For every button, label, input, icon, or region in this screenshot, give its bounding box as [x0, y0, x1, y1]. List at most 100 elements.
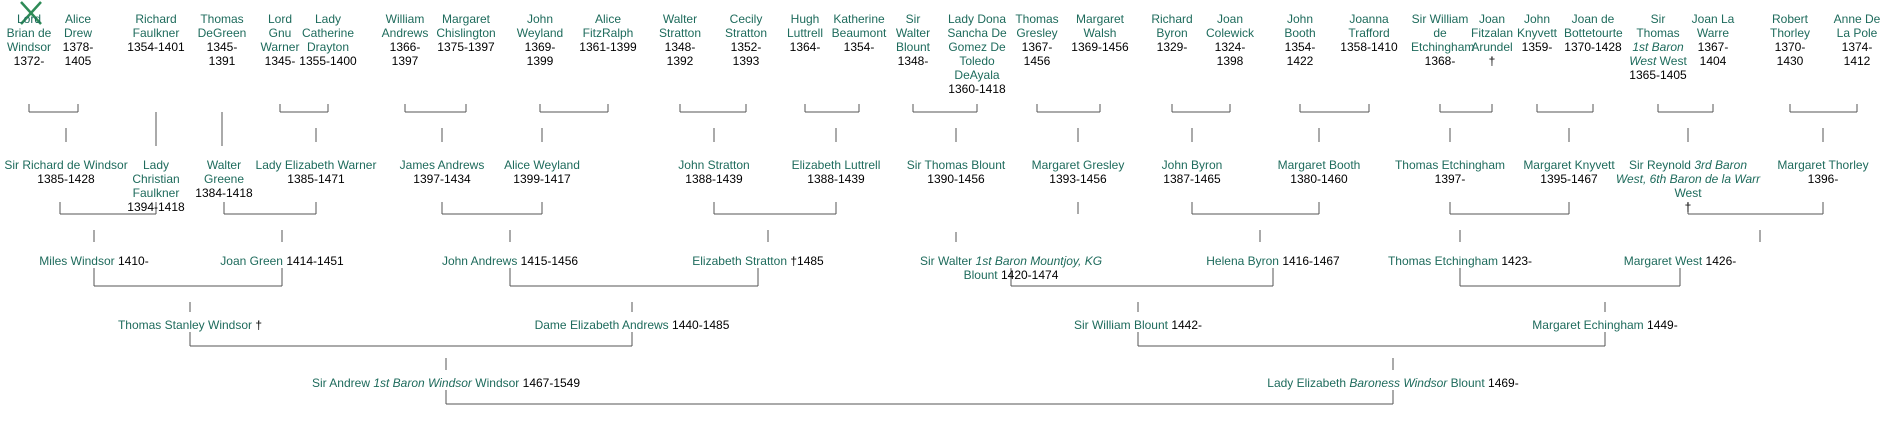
person-surname[interactable]: West — [1674, 186, 1702, 200]
person-name[interactable]: Lady Elizabeth Warner — [255, 158, 377, 172]
person-name[interactable]: Miles Windsor — [39, 254, 115, 268]
person-p19[interactable]: Richard Byron 1329- — [1147, 12, 1197, 54]
person-name[interactable]: Alice Drew — [63, 12, 92, 40]
person-name[interactable]: John Booth — [1284, 12, 1316, 40]
person-name[interactable]: Elizabeth Stratton — [692, 254, 787, 268]
person-name[interactable]: Alice FitzRalph — [582, 12, 634, 40]
person-p16[interactable]: Lady Dona Sancha De Gomez De Toledo DeAy… — [941, 12, 1013, 96]
person-s01[interactable]: Thomas Stanley Windsor † — [80, 318, 300, 332]
person-r04[interactable]: Elizabeth Stratton †1485 — [658, 254, 858, 268]
person-q05[interactable]: James Andrews 1397-1434 — [382, 158, 502, 186]
person-p14[interactable]: Katherine Beaumont 1354- — [830, 12, 888, 54]
person-p22[interactable]: Joanna Trafford 1358-1410 — [1339, 12, 1399, 54]
person-name[interactable]: Katherine Beaumont — [831, 12, 887, 40]
person-q07[interactable]: John Stratton 1388-1439 — [654, 158, 774, 186]
person-s03[interactable]: Sir William Blount 1442- — [1038, 318, 1238, 332]
person-r06[interactable]: Helena Byron 1416-1467 — [1183, 254, 1363, 268]
person-p23[interactable]: Sir William de Etchingham 1368- — [1411, 12, 1474, 68]
person-p09[interactable]: John Weyland 1369-1399 — [512, 12, 568, 68]
person-name[interactable]: Walter Stratton — [658, 12, 702, 40]
person-s02[interactable]: Dame Elizabeth Andrews 1440-1485 — [512, 318, 752, 332]
person-s04[interactable]: Margaret Echingham 1449- — [1495, 318, 1715, 332]
person-name[interactable]: Richard Faulkner — [132, 12, 180, 40]
person-q03[interactable]: Walter Greene 1384-1418 — [194, 158, 254, 200]
person-p01[interactable]: Lord Brian de Windsor 1372- — [4, 12, 54, 68]
person-surname[interactable]: West — [1659, 54, 1687, 68]
person-q15[interactable]: Sir Reynold 3rd Baron West, 6th Baron de… — [1613, 158, 1763, 214]
person-name[interactable]: Margaret Booth — [1277, 158, 1361, 172]
person-name[interactable]: Anne De La Pole — [1833, 12, 1881, 40]
person-name[interactable]: Sir Walter Blount — [895, 12, 931, 54]
person-q02[interactable]: Lady Christian Faulkner 1394-1418 — [122, 158, 190, 214]
person-name[interactable]: Elizabeth Luttrell — [791, 158, 881, 172]
person-name[interactable]: Thomas Etchingham — [1387, 254, 1498, 268]
person-name[interactable]: William Andrews — [381, 12, 429, 40]
person-p20[interactable]: Joan Colewick 1324-1398 — [1202, 12, 1258, 68]
person-r02[interactable]: Joan Green 1414-1451 — [192, 254, 372, 268]
person-q14[interactable]: Margaret Knyvett 1395-1467 — [1504, 158, 1634, 186]
person-q08[interactable]: Elizabeth Luttrell 1388-1439 — [771, 158, 901, 186]
person-name[interactable]: Cecily Stratton — [724, 12, 768, 40]
person-p29[interactable]: Robert Thorley 1370-1430 — [1764, 12, 1816, 68]
person-name[interactable]: Joan Fitzalan Arundel — [1470, 12, 1514, 54]
person-name[interactable]: Sir Andrew — [311, 376, 370, 390]
person-q13[interactable]: Thomas Etchingham 1397- — [1385, 158, 1515, 186]
person-name[interactable]: Margaret West — [1623, 254, 1703, 268]
person-p13[interactable]: Hugh Luttrell 1364- — [783, 12, 827, 54]
person-q11[interactable]: John Byron 1387-1465 — [1132, 158, 1252, 186]
close-x-icon[interactable] — [18, 0, 44, 26]
person-q12[interactable]: Margaret Booth 1380-1460 — [1259, 158, 1379, 186]
person-name[interactable]: Helena Byron — [1206, 254, 1279, 268]
person-p15[interactable]: Sir Walter Blount 1348- — [893, 12, 933, 68]
person-p05[interactable]: Lord Gnu Warner 1345- — [258, 12, 302, 68]
person-p03[interactable]: Richard Faulkner 1354-1401 — [127, 12, 185, 54]
person-name[interactable]: Thomas DeGreen — [197, 12, 247, 40]
person-q09[interactable]: Sir Thomas Blount 1390-1456 — [881, 158, 1031, 186]
person-name[interactable]: Robert Thorley — [1769, 12, 1810, 40]
person-name[interactable]: Margaret Gresley — [1031, 158, 1125, 172]
person-surname[interactable]: Blount — [963, 268, 998, 282]
person-name[interactable]: Lord Brian de Windsor — [6, 12, 52, 54]
person-q01[interactable]: Sir Richard de Windsor 1385-1428 — [1, 158, 131, 186]
person-p06[interactable]: Lady Catherine Drayton 1355-1400 — [298, 12, 358, 68]
person-name[interactable]: John Andrews — [441, 254, 518, 268]
person-p04[interactable]: Thomas DeGreen 1345-1391 — [194, 12, 250, 68]
person-name[interactable]: Hugh Luttrell — [786, 12, 824, 40]
person-name[interactable]: Joan de Bottetourte — [1564, 12, 1623, 40]
person-r05[interactable]: Sir Walter 1st Baron Mountjoy, KG Blount… — [911, 254, 1111, 282]
person-p17[interactable]: Thomas Gresley 1367-1456 — [1009, 12, 1065, 68]
person-r08[interactable]: Margaret West 1426- — [1600, 254, 1760, 268]
person-t01[interactable]: Sir Andrew 1st Baron Windsor Windsor 146… — [286, 376, 606, 390]
person-r01[interactable]: Miles Windsor 1410- — [19, 254, 169, 268]
person-t02[interactable]: Lady Elizabeth Baroness Windsor Blount 1… — [1233, 376, 1553, 390]
person-name[interactable]: Joan Colewick — [1205, 12, 1254, 40]
person-name[interactable]: Margaret Echingham — [1532, 318, 1644, 332]
person-name[interactable]: Sir Thomas Blount — [906, 158, 1006, 172]
person-name[interactable]: Margaret Knyvett — [1523, 158, 1615, 172]
person-r03[interactable]: John Andrews 1415-1456 — [420, 254, 600, 268]
person-name[interactable]: Joanna Trafford — [1348, 12, 1390, 40]
person-name[interactable]: Sir William Blount — [1073, 318, 1168, 332]
person-name[interactable]: John Stratton — [678, 158, 750, 172]
person-p27[interactable]: Sir Thomas 1st Baron West West 1365-1405 — [1629, 12, 1687, 82]
person-name[interactable]: Richard Byron — [1151, 12, 1193, 40]
person-name[interactable]: Lady Dona Sancha De Gomez De Toledo DeAy… — [947, 12, 1007, 82]
person-name[interactable]: Sir William de Etchingham — [1411, 12, 1475, 54]
person-p26[interactable]: Joan de Bottetourte 1370-1428 — [1564, 12, 1623, 54]
person-name[interactable]: Joan La Warre — [1691, 12, 1735, 40]
person-p18[interactable]: Margaret Walsh 1369-1456 — [1071, 12, 1129, 54]
person-p11[interactable]: Walter Stratton 1348-1392 — [652, 12, 708, 68]
person-name[interactable]: Lord Gnu Warner — [260, 12, 300, 54]
person-p10[interactable]: Alice FitzRalph 1361-1399 — [579, 12, 637, 54]
person-name[interactable]: Thomas Etchingham — [1394, 158, 1506, 172]
person-p24[interactable]: Joan Fitzalan Arundel † — [1470, 12, 1514, 68]
person-name[interactable]: Alice Weyland — [504, 158, 580, 172]
person-name[interactable]: Dame Elizabeth Andrews — [534, 318, 669, 332]
person-name[interactable]: Sir Walter — [919, 254, 973, 268]
person-name[interactable]: Thomas Stanley Windsor — [117, 318, 253, 332]
person-q04[interactable]: Lady Elizabeth Warner 1385-1471 — [251, 158, 381, 186]
person-name[interactable]: Thomas Gresley — [1015, 12, 1059, 40]
person-name[interactable]: Lady Elizabeth — [1267, 376, 1347, 390]
person-name[interactable]: Sir Reynold — [1628, 158, 1691, 172]
person-p30[interactable]: Anne De La Pole 1374-1412 — [1829, 12, 1885, 68]
